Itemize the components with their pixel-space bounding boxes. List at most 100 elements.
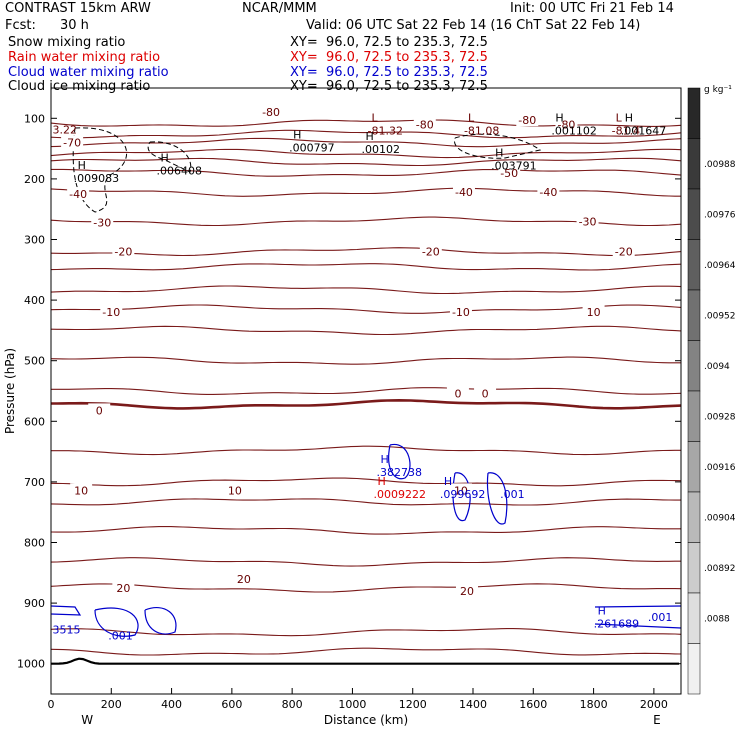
contour-label: -40 [455,186,473,199]
surface-line [51,657,679,665]
field-xy-cloud-water: XY= 96.0, 72.5 to 235.3, 72.5 [290,65,488,80]
contour-label-bg [413,117,436,131]
contour-label: -80 [518,114,536,127]
contour-label: 0 [454,387,461,400]
cloud-water-contour [388,444,411,480]
contour-label: 10 [74,484,88,497]
contour-label: -80 [557,118,575,131]
contour-label: -80 [262,106,280,119]
contour-label: -20 [114,246,132,259]
x-tick-label: 400 [161,698,182,711]
colorbar-swatch [687,188,701,240]
x-axis-label: Distance (km) [324,713,408,727]
colorbar-label: .00892 [704,564,736,574]
extremum-marker: L [468,112,475,125]
isotherm-0 [51,398,682,410]
y-tick-label: 100 [24,112,45,125]
isotherm--70 [50,129,682,139]
y-axis-label: Pressure (hPa) [3,348,17,434]
contour-label-bg [88,403,111,417]
cloud-water-contour [50,605,82,616]
colorbar-label: .00904 [704,513,736,523]
extremum-value: .001647 [621,125,667,138]
contour-label-bg [498,165,521,179]
isotherm--60 [50,148,682,159]
extremum-marker: H [381,453,389,466]
contour-label: -50 [500,167,518,180]
y-tick-label: 1000 [17,658,45,671]
x-tick-label: 600 [221,698,242,711]
contour-label-bg [582,305,605,319]
field-name-snow: Snow mixing ratio [8,35,126,50]
x-tick-label: 1600 [519,698,547,711]
colorbar-swatch [687,289,701,341]
isotherm-10 [50,498,681,506]
colorbar-label: .00916 [704,463,736,473]
init-time: Init: 00 UTC Fri 21 Feb 14 [510,1,674,16]
extremum-value: .009083 [74,172,120,185]
colorbar-swatch [687,390,701,442]
contour-label: 20 [116,582,130,595]
extremum-value: .000797 [289,142,335,155]
contour-label: -10 [452,306,470,319]
contour-label: 0 [96,404,103,417]
contour-label-bg [449,483,472,497]
cloud-water-contour [94,607,139,637]
colorbar-label: .00964 [704,261,736,271]
isotherm--10 [50,325,682,336]
y-tick-label: 800 [24,537,45,550]
cloud-water-contour [144,607,177,635]
extremum-value: .00102 [361,143,400,156]
y-tick-label: 500 [24,355,45,368]
isotherm--10 [50,285,682,295]
contour-label-bg [446,386,469,400]
contour-label: 10 [587,306,601,319]
colorbar-label: .00952 [704,311,736,321]
contour-label: -40 [69,188,87,201]
extremum-value: .382738 [377,466,423,479]
y-tick-label: 900 [24,597,45,610]
extremum-marker: H [598,604,606,617]
contour-label: -80 [416,118,434,131]
contour-label: -40 [539,186,557,199]
isotherm-30 [50,628,682,637]
x-tick-label: 1800 [580,698,608,711]
contour-label: 0 [482,387,489,400]
fcst-value: 30 h [60,18,89,33]
cloud-water-contour [594,605,682,629]
extremum-value: .001 [648,611,673,624]
contour-label-bg [449,305,472,319]
contour-label-bg [70,483,93,497]
colorbar-label: .0094 [704,362,730,372]
contour-label: -30 [93,217,111,230]
contour-label-bg [455,583,478,597]
valid-time: Valid: 06 UTC Sat 22 Feb 14 (16 ChT Sat … [306,18,641,33]
contour-label-bg [612,244,635,258]
y-tick-label: 700 [24,476,45,489]
contour-label-bg [112,244,135,258]
contour-label: 10 [228,484,242,497]
contour-label-bg [516,113,539,127]
extremum-marker: H [625,112,633,125]
contour-label-bg [419,244,442,258]
colorbar-label: .00976 [704,210,736,220]
colorbar-swatch [687,340,701,392]
colorbar-swatch [687,542,701,594]
snow-contour [72,127,127,213]
extremum-value: -81.4 [612,125,640,138]
chart-title: CONTRAST 15km ARW [5,1,151,16]
contour-label-bg [260,105,283,119]
isotherm--20 [50,263,682,271]
contour-label-bg [474,386,497,400]
extremum-marker: H [444,475,452,488]
isotherm--40 [50,187,681,197]
x-tick-label: 0 [48,698,55,711]
extremum-marker: L [372,112,379,125]
contour-label: -20 [615,246,633,259]
contour-label-bg [223,483,246,497]
west-label: W [81,713,93,727]
isotherm--60 [50,157,682,167]
isotherm-10 [50,477,682,487]
colorbar-swatch [687,491,701,543]
extremum-marker: H [365,130,373,143]
